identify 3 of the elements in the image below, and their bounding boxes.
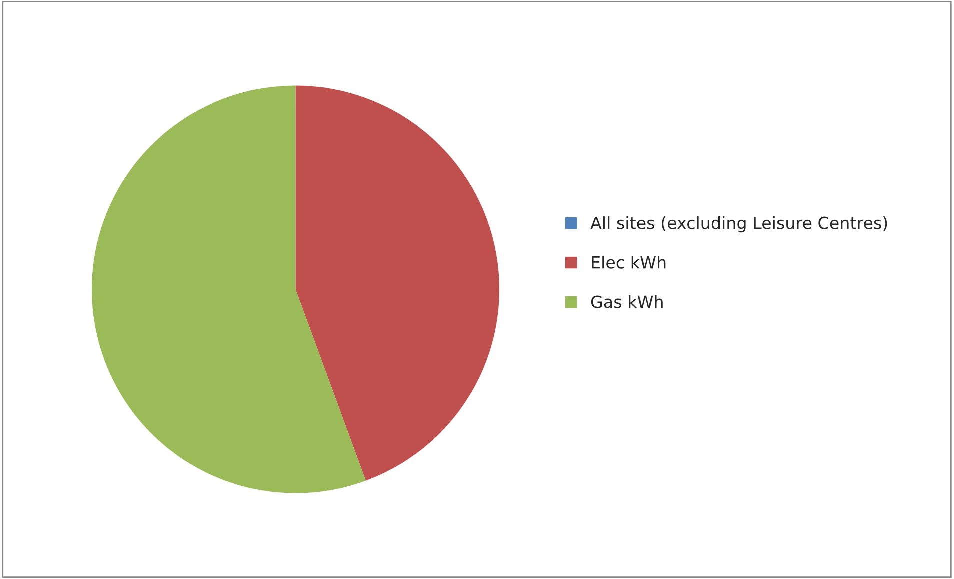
legend-label: Elec kWh [592, 256, 666, 269]
legend-label: All sites (excluding Leisure Centres) [590, 216, 888, 233]
legend-label: Gas kWh [591, 295, 663, 308]
